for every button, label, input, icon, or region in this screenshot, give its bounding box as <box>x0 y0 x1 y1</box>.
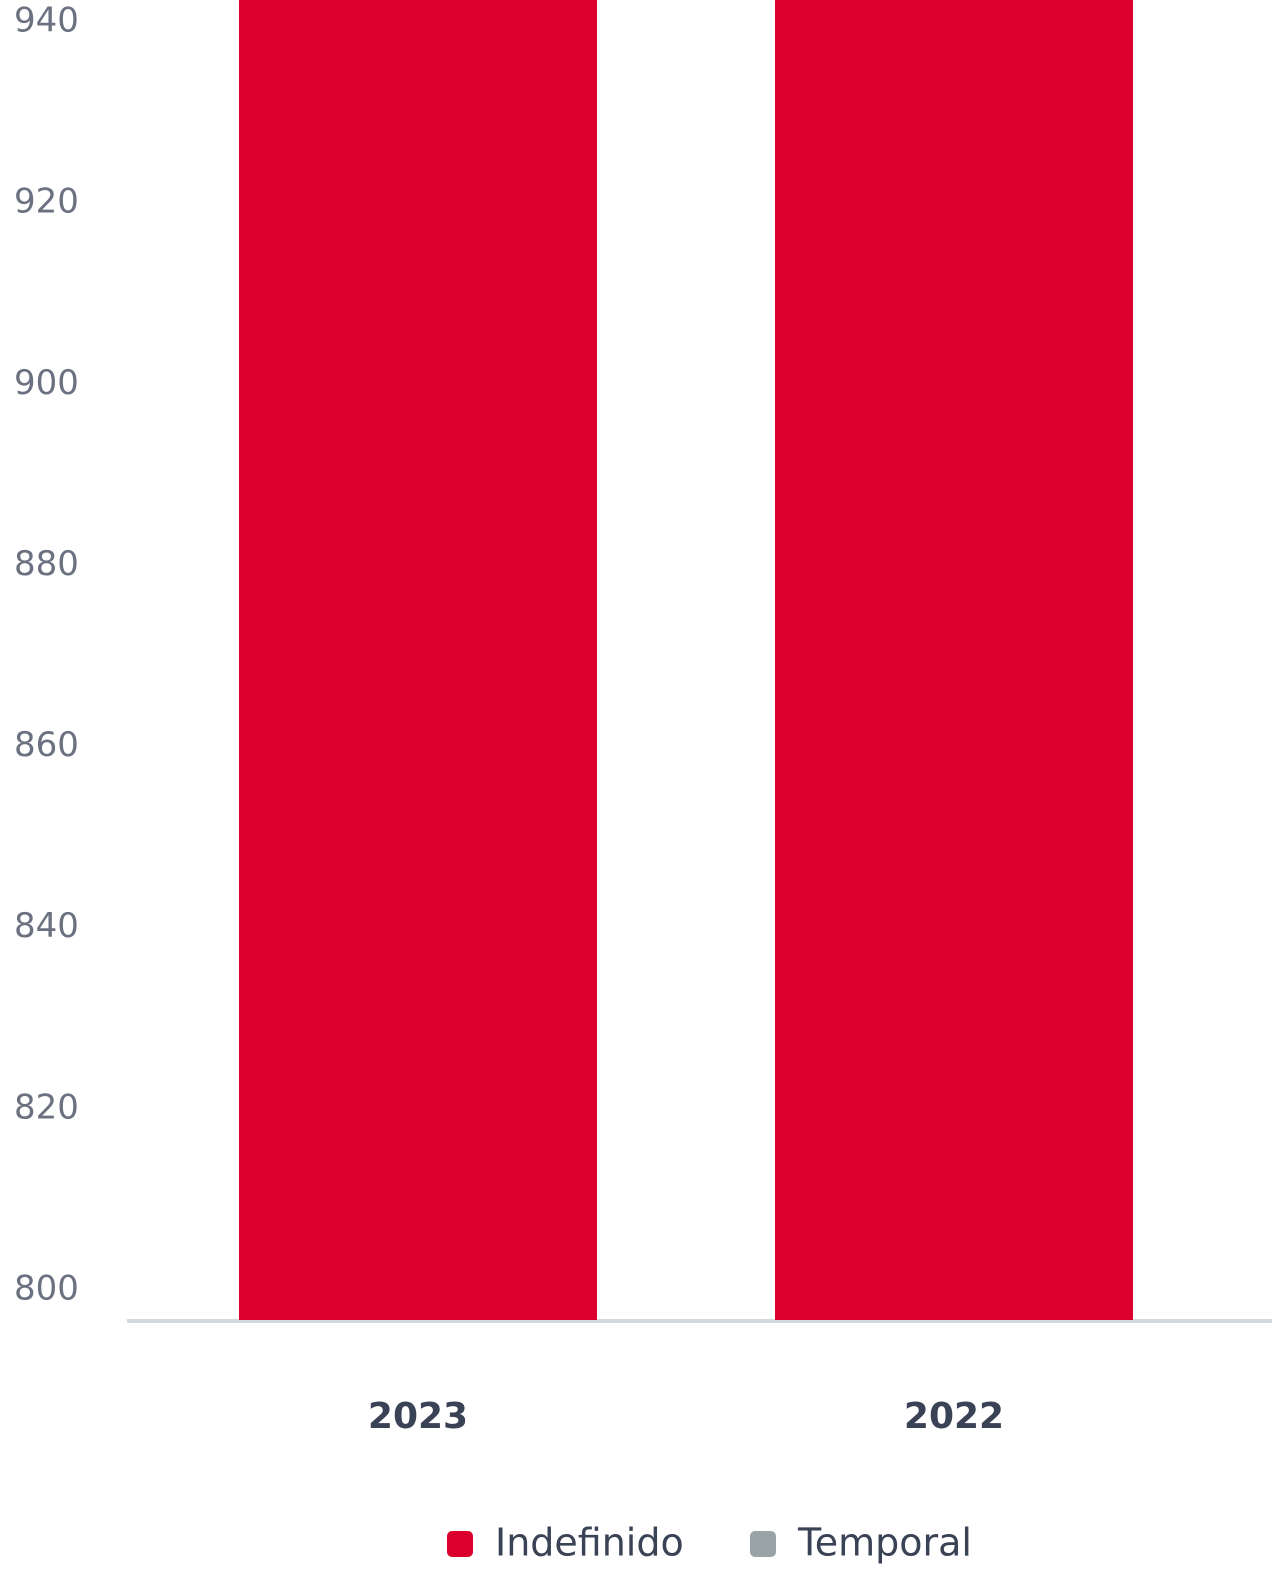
legend-label: Indefinido <box>495 1521 684 1565</box>
bar-segment <box>239 0 597 1320</box>
bar-segment <box>775 0 1133 1320</box>
x-tick-label: 2022 <box>904 1396 1004 1437</box>
y-tick-label: 920 <box>14 182 79 222</box>
legend-swatch <box>447 1531 473 1557</box>
y-tick-label: 820 <box>14 1087 79 1127</box>
y-tick-label: 860 <box>14 725 79 765</box>
y-tick-label: 800 <box>14 1269 79 1309</box>
legend-swatch <box>750 1531 776 1557</box>
y-tick-label: 840 <box>14 906 79 946</box>
y-tick-label: 880 <box>14 544 79 584</box>
y-tick-label: 940 <box>14 1 79 41</box>
y-tick-label: 900 <box>14 363 79 403</box>
legend-label: Temporal <box>797 1521 972 1565</box>
x-tick-label: 2023 <box>368 1396 468 1437</box>
